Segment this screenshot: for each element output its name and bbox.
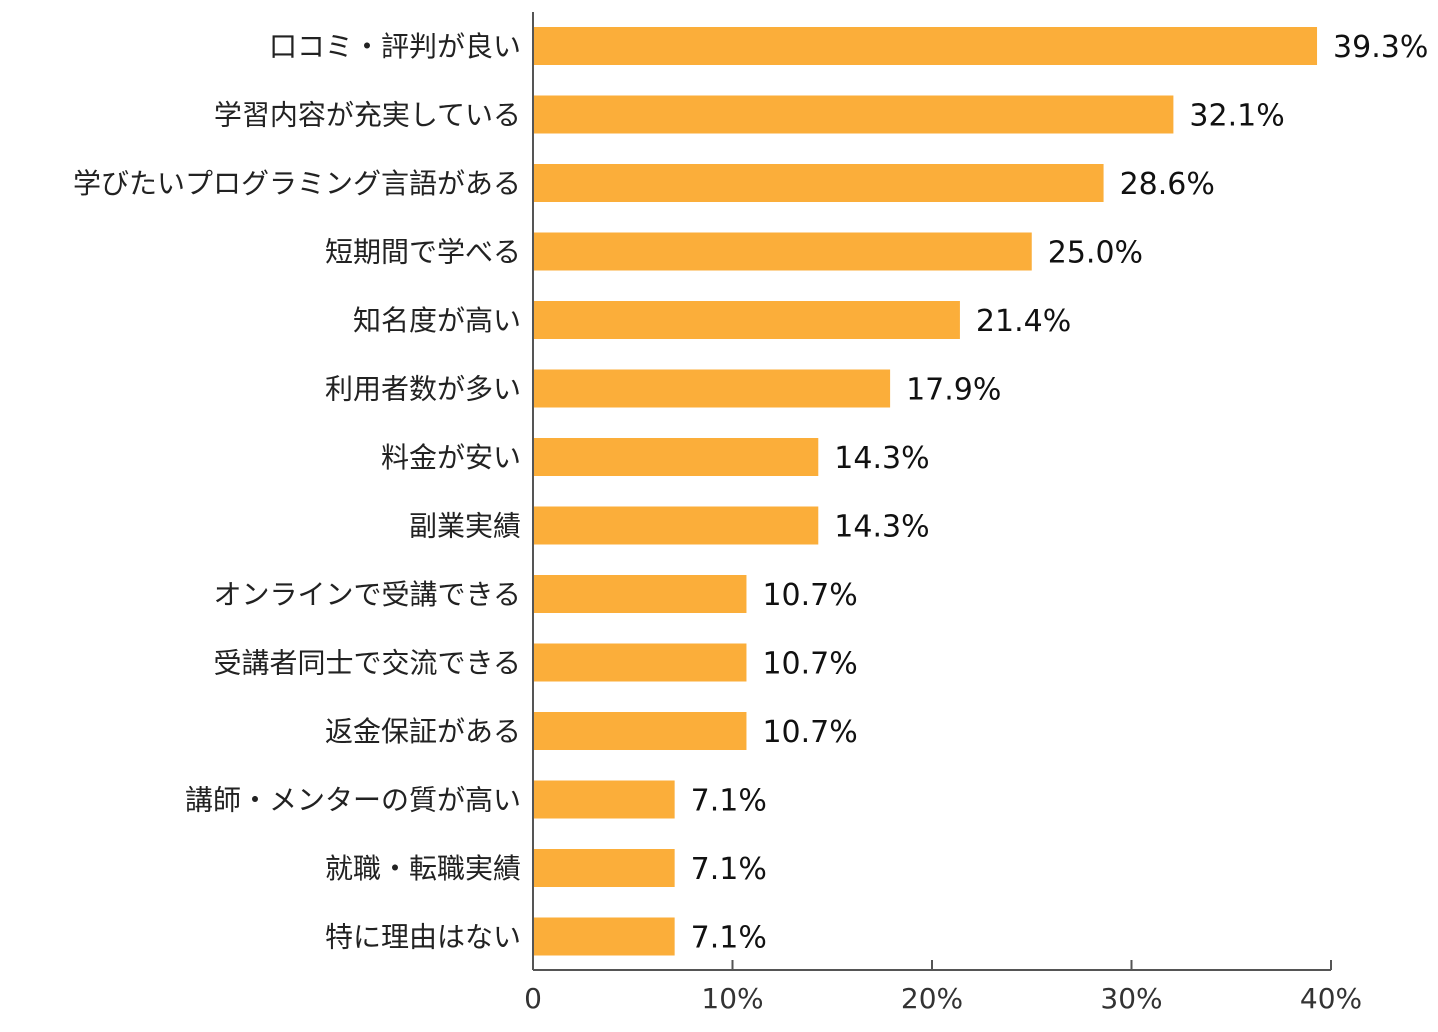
bar-4 [533, 301, 960, 339]
bar-8 [533, 575, 747, 613]
bar-12 [533, 849, 675, 887]
category-label-9: 受講者同士で交流できる [214, 647, 521, 680]
category-label-3: 短期間で学べる [325, 236, 521, 269]
value-label-2: 28.6% [1120, 167, 1215, 202]
bars-group [533, 27, 1318, 956]
bar-13 [533, 917, 675, 956]
category-label-6: 料金が安い [381, 441, 521, 474]
category-label-10: 返金保証がある [325, 715, 521, 748]
value-label-3: 25.0% [1048, 236, 1143, 271]
value-label-5: 17.9% [906, 373, 1001, 408]
bar-10 [533, 712, 747, 750]
bar-9 [533, 643, 747, 682]
category-label-7: 副業実績 [409, 510, 521, 543]
category-labels: 口コミ・評判が良い学習内容が充実している学びたいプログラミング言語がある短期間で… [73, 30, 521, 954]
category-label-5: 利用者数が多い [325, 373, 521, 406]
value-label-11: 7.1% [691, 784, 767, 819]
category-label-2: 学びたいプログラミング言語がある [73, 167, 521, 200]
bar-5 [533, 369, 891, 408]
value-label-9: 10.7% [762, 647, 857, 682]
value-label-0: 39.3% [1333, 30, 1428, 65]
bar-3 [533, 232, 1032, 271]
x-tick-label-2: 20% [901, 982, 963, 1015]
value-label-6: 14.3% [834, 441, 929, 476]
value-labels: 39.3% 32.1% 28.6% 25.0% 21.4% 17.9% 14.3% 14.3%… [691, 30, 1429, 956]
x-tick-label-1: 10% [701, 982, 763, 1015]
bar-6 [533, 438, 819, 476]
x-tick-label-0: 0 [524, 982, 542, 1015]
bar-7 [533, 506, 819, 545]
category-label-11: 講師・メンターの質が高い [185, 784, 521, 817]
category-label-12: 就職・転職実績 [325, 852, 521, 885]
x-axis-ticks: 0 10% 20% 30% 40% [524, 960, 1362, 1015]
value-label-13: 7.1% [691, 921, 767, 956]
value-label-10: 10.7% [762, 715, 857, 750]
value-label-8: 10.7% [762, 578, 857, 613]
category-label-1: 学習内容が充実している [214, 99, 521, 132]
bar-1 [533, 95, 1174, 134]
category-label-13: 特に理由はない [325, 921, 521, 954]
value-label-4: 21.4% [976, 304, 1071, 339]
bar-0 [533, 27, 1318, 65]
category-label-4: 知名度が高い [353, 304, 521, 337]
bar-2 [533, 164, 1104, 202]
category-label-8: オンラインで受講できる [214, 578, 521, 611]
bar-11 [533, 780, 675, 819]
x-tick-label-4: 40% [1300, 982, 1362, 1015]
value-label-1: 32.1% [1189, 99, 1284, 134]
x-tick-label-3: 30% [1100, 982, 1162, 1015]
category-label-0: 口コミ・評判が良い [269, 30, 521, 63]
value-label-12: 7.1% [691, 852, 767, 887]
value-label-7: 14.3% [834, 510, 929, 545]
